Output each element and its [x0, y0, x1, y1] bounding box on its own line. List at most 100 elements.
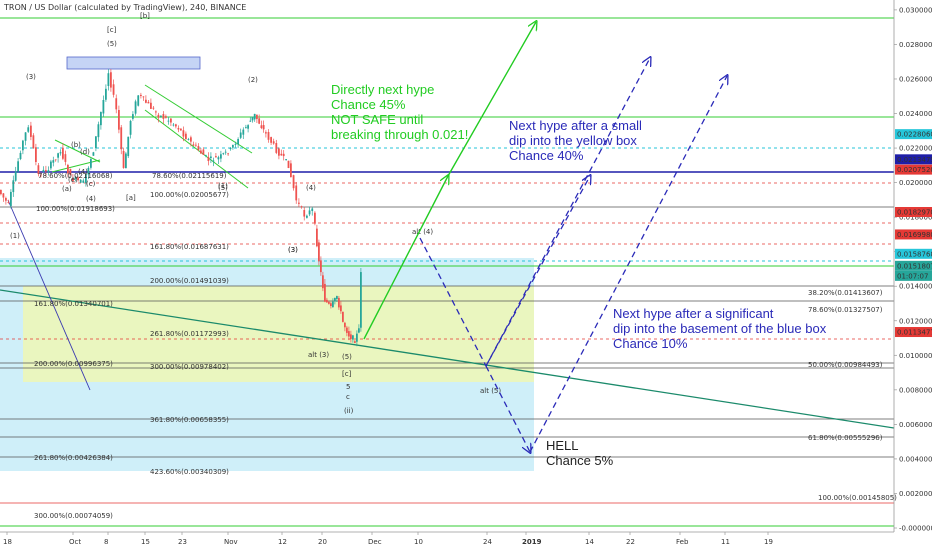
fib-label-2: 100.00%(0.02005677)	[150, 191, 229, 199]
candle-body-19	[47, 170, 50, 173]
y-tick-label-15: -0.00000000	[899, 525, 932, 533]
y-tick-label-8: 0.01400000	[899, 283, 932, 291]
wave-label-21: (5)	[342, 353, 352, 361]
candle-body-106	[262, 125, 265, 130]
fib-label-10: 200.00%(0.00996375)	[34, 360, 113, 368]
wave-label-1: [c]	[107, 26, 117, 34]
annotation-0: Directly next hype Chance 45% NOT SAFE unt…	[331, 82, 468, 142]
candle-body-105	[260, 125, 263, 129]
wave-label-20: alt (3)	[308, 351, 329, 359]
wave-labels: (3)[c](5)[b](2)(4)(3)(4)(5)[a](b)(d)(a)(…	[10, 12, 501, 415]
candle-body-71	[177, 127, 180, 130]
candle-body-56	[140, 94, 142, 97]
candle-body-128	[318, 242, 320, 262]
candle-body-24	[59, 152, 62, 154]
candle-body-59	[147, 101, 150, 104]
candle-body-149	[360, 272, 362, 328]
x-tick-label-11: 2019	[522, 538, 542, 546]
channel-lower	[144, 109, 249, 189]
x-tick-label-7: 20	[318, 538, 327, 546]
y-tick-label-0: 0.03000000	[899, 6, 932, 14]
candle-body-1	[2, 193, 5, 198]
wave-label-8: (5)	[218, 184, 228, 192]
candle-body-65	[162, 114, 165, 119]
candle-body-145	[352, 335, 354, 340]
candle-body-53	[132, 114, 134, 119]
candle-body-138	[338, 298, 340, 308]
candle-body-47	[118, 110, 120, 130]
fib-label-16: 423.60%(0.00340309)	[150, 468, 229, 476]
candle-body-109	[270, 137, 272, 143]
price-candles	[0, 69, 362, 347]
x-tick-label-10: 24	[483, 538, 492, 546]
fib-label-18: 300.00%(0.00074059)	[34, 512, 113, 520]
wave-label-3: [b]	[140, 12, 150, 20]
candle-body-107	[265, 132, 267, 134]
candle-body-48	[120, 127, 123, 150]
candle-body-41	[102, 99, 105, 114]
candle-body-90	[224, 151, 227, 153]
candle-body-49	[122, 150, 125, 168]
candle-body-116	[287, 160, 290, 168]
green-arrow-long	[447, 22, 536, 177]
candle-body-44	[110, 72, 112, 88]
price-badge-bg-3	[895, 207, 932, 218]
candle-body-102	[253, 113, 256, 120]
fib-label-17: 100.00%(0.00145805)	[818, 494, 897, 502]
candle-body-98	[245, 126, 247, 128]
candle-body-130	[322, 275, 324, 289]
candle-body-67	[167, 120, 170, 122]
triangle-lower	[51, 159, 101, 173]
triangle-upper	[54, 139, 101, 163]
candle-body-13	[32, 135, 35, 149]
y-tick-label-12: 0.00600000	[899, 421, 932, 429]
annotations: Directly next hype Chance 45% NOT SAFE unt…	[331, 82, 827, 468]
candle-body-34	[85, 174, 87, 183]
y-tick-label-14: 0.00200000	[899, 490, 932, 498]
price-badge-bg-6	[895, 260, 932, 271]
candle-body-100	[249, 120, 252, 122]
price-badge-label-5: 0.01587681	[897, 250, 932, 258]
fib-label-9: 261.80%(0.01172993)	[150, 330, 229, 338]
candle-body-95	[237, 139, 239, 145]
wave-label-4: (2)	[248, 76, 258, 84]
candle-body-113	[280, 153, 283, 156]
wave-label-15: (4)	[86, 195, 96, 203]
price-badge-bg-1	[895, 154, 932, 165]
candle-body-11	[27, 127, 30, 132]
y-axis-ticks: 0.03000000 0.02800000 0.02600000 0.02400000…	[894, 6, 932, 533]
candle-body-104	[258, 118, 261, 124]
wave-label-13: (c)	[86, 180, 96, 188]
candle-body-122	[303, 210, 306, 217]
candle-body-16	[40, 174, 42, 176]
candle-body-66	[165, 116, 167, 118]
annotation-1-line-1: dip into the yellow box	[509, 133, 637, 148]
annotation-3: HELL Chance 5%	[546, 438, 614, 468]
candle-body-35	[87, 167, 90, 175]
candle-body-75	[187, 139, 190, 140]
wave-label-22: [c]	[342, 370, 352, 378]
candle-body-2	[5, 198, 7, 201]
candle-body-6	[14, 171, 17, 181]
wave-label-17: (3)	[288, 246, 298, 254]
candle-body-61	[152, 107, 155, 109]
wave-label-10: (b)	[71, 141, 81, 149]
fib-label-13: 361.80%(0.00658355)	[150, 416, 229, 424]
price-badge-bg-8	[895, 327, 932, 338]
x-tick-label-12: 14	[585, 538, 594, 546]
candle-body-118	[292, 175, 295, 189]
candle-body-33	[82, 180, 85, 183]
candle-body-74	[185, 133, 187, 140]
candle-body-60	[150, 102, 152, 109]
horizontal-lines	[0, 17, 894, 527]
wave-label-23: 5	[346, 383, 350, 391]
candle-body-38	[95, 136, 97, 149]
candle-body-64	[160, 115, 162, 117]
price-badge-bg-7	[895, 270, 932, 281]
x-tick-label-16: 19	[764, 538, 773, 546]
candle-body-142	[346, 327, 348, 333]
x-tick-label-4: 23	[178, 538, 187, 546]
wave-label-6: (3)	[288, 246, 298, 254]
projection-arrows	[363, 22, 727, 452]
